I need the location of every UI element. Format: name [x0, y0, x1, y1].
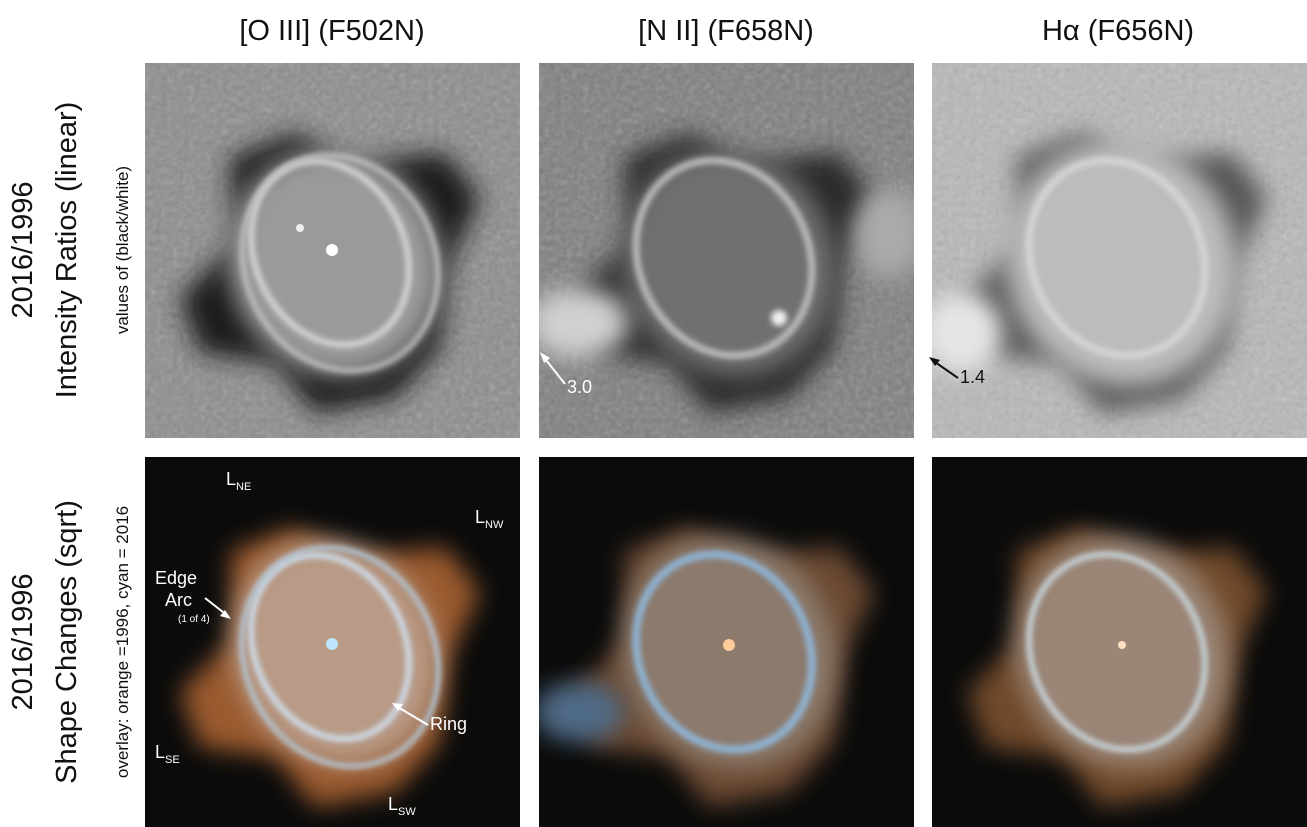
figure: [O III] (F502N) [N II] (F658N) Hα (F656N…	[0, 0, 1307, 827]
text: SE	[165, 754, 180, 766]
text: L	[388, 794, 398, 814]
overlay-image	[932, 457, 1307, 827]
row-subtitle: Shape Changes (sqrt)	[51, 500, 83, 784]
annotation: 1.4	[960, 367, 985, 387]
row-title: 2016/1996	[7, 181, 39, 318]
page: {"columns": ["[O III] (F502N)", "[N II] …	[0, 0, 1307, 827]
annotation: Ring	[430, 714, 467, 734]
column-title: Hα (F656N)	[1042, 15, 1194, 47]
text: NE	[236, 481, 251, 493]
text: L	[475, 507, 485, 527]
text: L	[155, 742, 165, 762]
text: SW	[398, 806, 416, 818]
annotation: Edge	[155, 568, 197, 588]
row-title: 2016/1996	[7, 573, 39, 710]
row-note: overlay: orange =1996, cyan = 2016	[113, 506, 132, 778]
row-note: values of (black/white)	[113, 166, 132, 334]
annotation: (1 of 4)	[178, 614, 210, 625]
column-title: [O III] (F502N)	[239, 15, 424, 47]
ratio-image	[145, 63, 520, 438]
overlay-image	[534, 457, 914, 827]
overlay-image	[145, 457, 520, 827]
column-title: [N II] (F658N)	[638, 15, 814, 47]
row-subtitle: Intensity Ratios (linear)	[51, 102, 83, 399]
text: L	[226, 469, 236, 489]
annotation: Arc	[165, 590, 192, 610]
text: NW	[485, 519, 504, 531]
annotation: 3.0	[567, 377, 592, 397]
